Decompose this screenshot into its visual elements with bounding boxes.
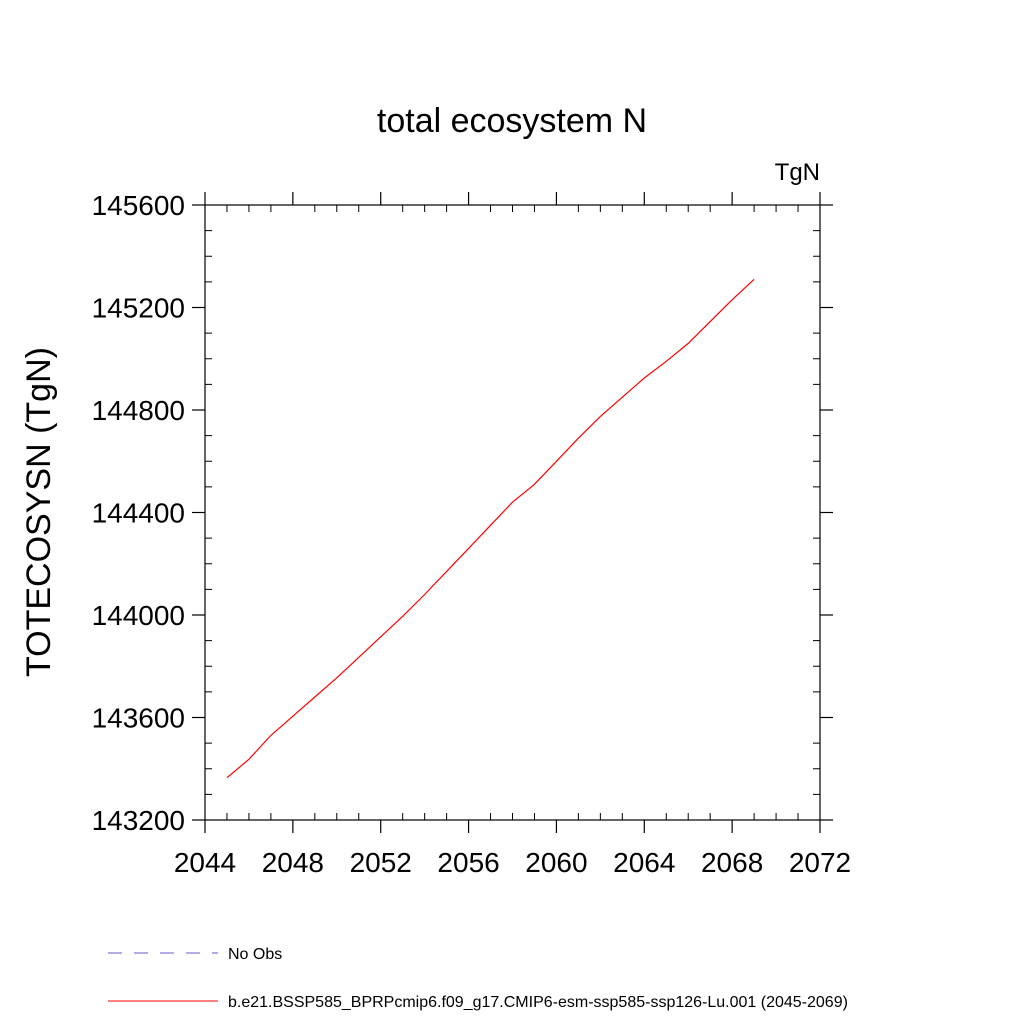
- plot-frame: [204, 204, 821, 821]
- series-group: [226, 278, 755, 779]
- y-tick-label: 144400: [92, 498, 185, 529]
- x-tick-label: 2056: [437, 847, 499, 878]
- y-tick-label: 145200: [92, 293, 185, 324]
- legend: No Obs b.e21.BSSP585_BPRPcmip6.f09_g17.CM…: [108, 946, 848, 1011]
- units-label: TgN: [775, 159, 820, 186]
- axis-ticks: [192, 192, 833, 833]
- x-tick-label: 2060: [525, 847, 587, 878]
- x-tick-label: 2064: [613, 847, 675, 878]
- x-tick-label: 2072: [789, 847, 851, 878]
- legend-label: b.e21.BSSP585_BPRPcmip6.f09_g17.CMIP6-es…: [228, 994, 848, 1011]
- x-tick-labels: 2044 2048 2052 2056 2060 2064 2068 2072: [174, 847, 851, 878]
- series-line: [226, 278, 755, 779]
- x-tick-label: 2044: [174, 847, 236, 878]
- chart-title: total ecosystem N: [377, 102, 647, 140]
- y-tick-label: 143200: [92, 805, 185, 836]
- y-tick-labels: 143200 143600 144000 144400 144800 145200 1456…: [92, 190, 185, 836]
- y-axis-label: TOTECOSYSN (TgN): [20, 347, 58, 677]
- x-tick-label: 2052: [350, 847, 412, 878]
- y-tick-label: 144800: [92, 395, 185, 426]
- y-tick-label: 143600: [92, 703, 185, 734]
- x-tick-label: 2068: [701, 847, 763, 878]
- y-tick-label: 145600: [92, 190, 185, 221]
- legend-label: No Obs: [228, 946, 282, 963]
- y-tick-label: 144000: [92, 600, 185, 631]
- x-tick-label: 2048: [262, 847, 324, 878]
